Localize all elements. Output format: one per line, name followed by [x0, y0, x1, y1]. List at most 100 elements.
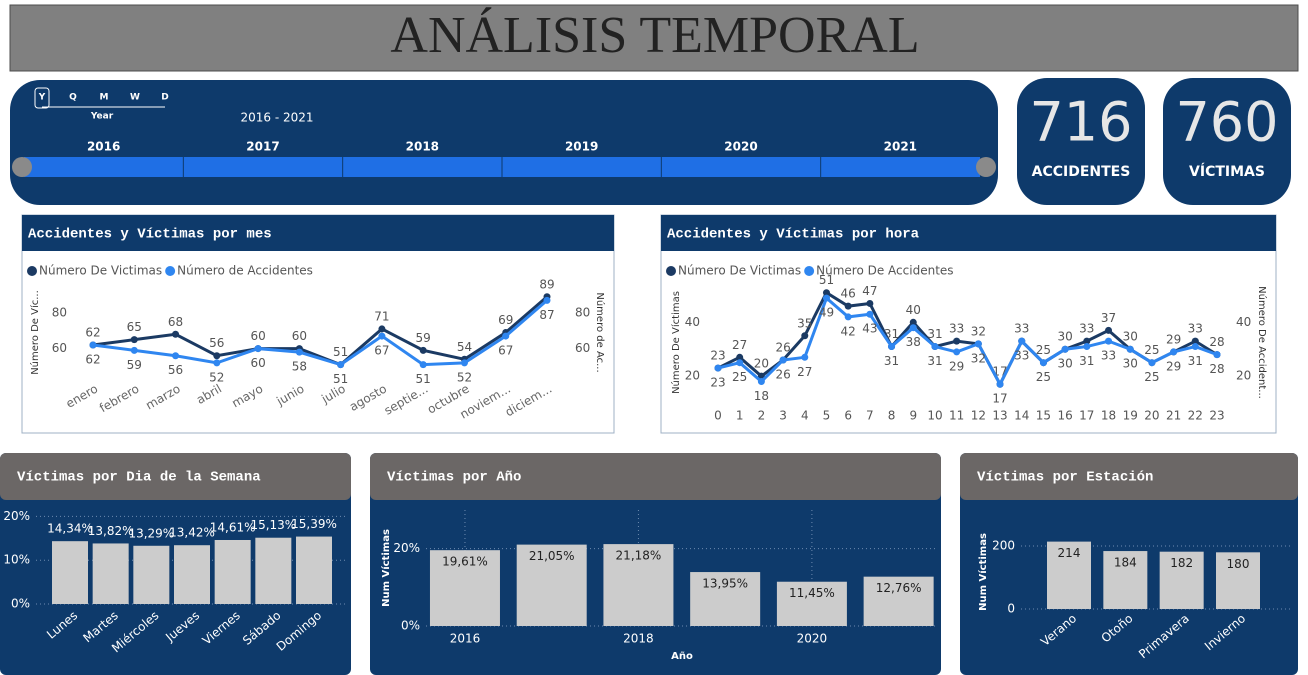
bar[interactable]	[776, 581, 847, 626]
granularity-option[interactable]: D	[161, 93, 168, 103]
legend-label[interactable]: Número De Accidentes	[816, 264, 953, 278]
bar[interactable]	[1216, 552, 1260, 609]
bar[interactable]	[690, 572, 761, 626]
bar[interactable]	[1103, 551, 1148, 609]
granularity-selected	[34, 87, 50, 109]
data-label: 27	[732, 338, 747, 352]
data-point	[172, 330, 180, 338]
legend-marker	[165, 266, 176, 276]
data-point	[1039, 359, 1047, 367]
data-label: 69	[498, 313, 513, 327]
bar[interactable]	[1047, 541, 1091, 609]
bar[interactable]	[92, 543, 129, 604]
year-label: 2021	[884, 140, 917, 154]
kpi-label: VÍCTIMAS	[1189, 163, 1265, 180]
bar[interactable]	[52, 541, 88, 604]
bar[interactable]	[133, 545, 170, 604]
data-label: 65	[127, 320, 142, 334]
data-label: 27	[797, 365, 812, 379]
data-label: 51	[819, 273, 834, 287]
data-label: 23	[710, 376, 725, 390]
data-label: 25	[1144, 370, 1159, 384]
timeline-handle[interactable]	[976, 157, 996, 177]
data-label: 59	[416, 331, 431, 345]
data-label: 51	[416, 372, 431, 386]
bar[interactable]	[603, 544, 674, 626]
data-label: 214	[1058, 546, 1081, 560]
chart-header	[0, 453, 351, 500]
y-tick-label: 200	[992, 539, 1015, 553]
data-point	[931, 343, 939, 351]
data-point	[779, 356, 787, 364]
bar[interactable]	[174, 545, 210, 604]
series-line	[92, 299, 548, 367]
series-line	[717, 295, 1218, 388]
data-label: 11,45%	[789, 586, 835, 600]
data-label: 60	[292, 329, 307, 343]
data-point	[909, 318, 917, 326]
data-point	[172, 352, 180, 360]
data-point	[502, 332, 510, 340]
y-axis-title: Num Víctimas	[380, 529, 392, 607]
granularity-option[interactable]: W	[130, 93, 140, 103]
y2-tick-label: 80	[575, 305, 590, 319]
data-label: 56	[168, 363, 183, 377]
data-label: 14,34%	[47, 522, 93, 536]
bar[interactable]	[255, 537, 292, 604]
chart-title: Víctimas por Dia de la Semana	[17, 470, 261, 486]
y2-axis-title: Número de Ac...	[594, 292, 606, 372]
data-point	[460, 359, 468, 367]
chart-panel	[660, 214, 1277, 434]
data-label: 40	[906, 303, 921, 317]
data-label: 35	[797, 316, 812, 330]
granularity-option[interactable]: Q	[69, 93, 77, 103]
x-tick-label: 2020	[797, 632, 828, 646]
legend-label[interactable]: Número de Accidentes	[177, 264, 313, 278]
legend-marker	[666, 266, 676, 276]
bar[interactable]	[516, 544, 587, 626]
x-tick-label: 23	[1209, 409, 1224, 423]
data-label: 17	[992, 392, 1007, 406]
y-axis-title: Número De Víctimas	[670, 291, 682, 394]
year-label: 2016	[87, 140, 120, 154]
data-label: 43	[862, 322, 877, 336]
data-label: 25	[1036, 370, 1051, 384]
data-point	[254, 345, 262, 353]
data-point	[419, 346, 427, 354]
data-point	[337, 361, 345, 369]
data-point	[1018, 337, 1026, 345]
kpi-card	[1017, 78, 1145, 205]
data-label: 71	[374, 309, 389, 323]
data-label: 87	[539, 308, 554, 322]
date-slicer[interactable]	[10, 80, 998, 205]
bar[interactable]	[863, 576, 934, 626]
y-axis-title: Número De Víc...	[29, 290, 41, 375]
data-label: 25	[1144, 343, 1159, 357]
timeline-handle[interactable]	[12, 157, 32, 177]
data-point	[130, 346, 138, 354]
data-label: 15,39%	[291, 517, 337, 531]
y-tick-label: 20%	[393, 541, 420, 555]
data-point	[736, 353, 744, 361]
chart-panel	[21, 214, 615, 434]
granularity-option[interactable]: Y	[38, 93, 46, 103]
bar[interactable]	[1159, 551, 1204, 609]
bar[interactable]	[429, 550, 500, 626]
data-point	[419, 361, 427, 369]
legend-label[interactable]: Número De Victimas	[678, 264, 801, 278]
data-label: 25	[732, 370, 747, 384]
data-point	[844, 313, 852, 321]
data-label: 29	[1166, 332, 1181, 346]
data-point	[295, 348, 303, 356]
kpi-value: 716	[1029, 91, 1132, 154]
y-tick-label: 0%	[11, 597, 30, 611]
granularity-option[interactable]: M	[100, 93, 109, 103]
data-point	[213, 359, 221, 367]
bar[interactable]	[214, 539, 251, 604]
y2-tick-label: 20	[1236, 369, 1251, 383]
bar[interactable]	[296, 536, 332, 604]
data-point	[801, 332, 809, 340]
y-tick-label: 10%	[3, 553, 30, 567]
data-label: 30	[1057, 330, 1072, 344]
legend-label[interactable]: Número De Victimas	[39, 264, 162, 278]
